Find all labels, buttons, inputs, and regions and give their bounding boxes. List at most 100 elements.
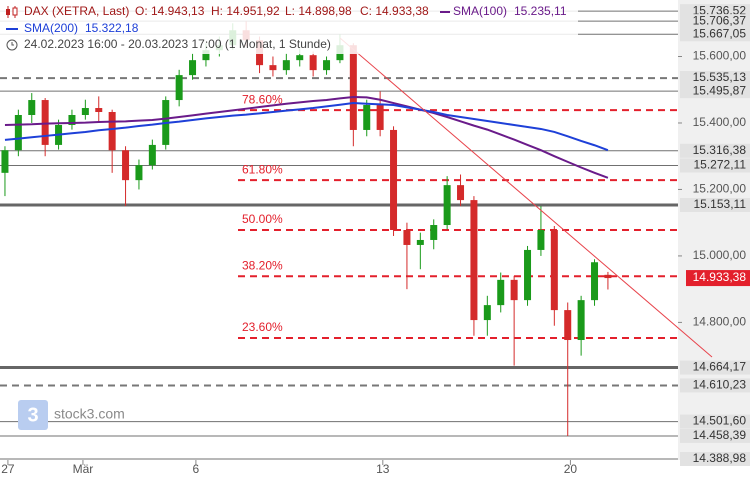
- y-tick-label: 15.000,00: [693, 248, 747, 262]
- level-tag: [680, 452, 750, 467]
- candle-body: [591, 262, 599, 301]
- candle-body: [349, 45, 357, 130]
- x-tick-label: Mär: [73, 462, 94, 476]
- level-tag: [680, 158, 750, 173]
- level-label: 15.272,11: [694, 158, 747, 172]
- candle-body: [68, 115, 76, 125]
- candle-body: [108, 112, 116, 151]
- period: 24.02.2023 16:00 - 20.03.2023 17:00 (1 M…: [24, 37, 331, 51]
- watermark-icon: [18, 400, 48, 430]
- level-tag: [680, 198, 750, 213]
- level-label: 14.388,98: [693, 451, 747, 465]
- fib-label: 78.60%: [242, 92, 283, 106]
- candle-body: [309, 55, 317, 71]
- clock-icon: [11, 42, 14, 46]
- last-price-label: 14.933,38: [693, 270, 747, 284]
- candle-body: [376, 105, 384, 130]
- candle-body: [202, 50, 210, 61]
- y-tick-label: 15.600,00: [693, 49, 747, 63]
- candle-body: [323, 60, 331, 71]
- candle-body: [403, 230, 411, 245]
- candle-body: [148, 144, 156, 166]
- candle-body: [296, 55, 304, 61]
- level-label: 15.706,37: [693, 13, 747, 27]
- level-tag: [680, 428, 750, 443]
- level-tag: [680, 27, 750, 42]
- level-tag: [680, 378, 750, 393]
- level-label: 14.501,60: [693, 414, 747, 428]
- candle-body: [537, 230, 545, 250]
- candle-body: [510, 279, 518, 301]
- candle-body: [81, 108, 89, 115]
- x-tick-label: 27: [1, 462, 15, 476]
- candle-body: [470, 200, 478, 321]
- x-tick-label: 13: [376, 462, 390, 476]
- candle-body: [483, 305, 491, 321]
- fib-label: 50.00%: [242, 212, 283, 226]
- candle-body: [457, 185, 465, 201]
- candle-body: [443, 185, 451, 226]
- header: DAX (XETRA, Last) O: 14.943,13 H: 14.951…: [0, 2, 578, 54]
- candle-body: [430, 225, 438, 240]
- candle-body: [497, 279, 505, 306]
- legend-value: 15.322,18: [85, 21, 139, 35]
- candle-body: [95, 108, 103, 113]
- fib-label: 61.80%: [242, 162, 283, 176]
- header-bg: [0, 2, 578, 54]
- candle-body: [189, 60, 197, 76]
- level-tag: [680, 143, 750, 158]
- legend-label: SMA(200): [24, 21, 78, 35]
- level-label: 14.664,17: [693, 360, 747, 374]
- y-tick-label: 15.400,00: [693, 115, 747, 129]
- ohlc-label: L: 14.898,98: [285, 4, 352, 18]
- candle-body: [282, 60, 290, 71]
- level-tag: [680, 414, 750, 429]
- candle-body: [390, 129, 398, 230]
- candle-body: [14, 115, 22, 151]
- level-tag: [680, 71, 750, 86]
- level-tag: [680, 84, 750, 99]
- sma-line: [4, 102, 609, 152]
- fib-label: 23.60%: [242, 320, 283, 334]
- watermark-icon-text: 3: [27, 404, 38, 426]
- level-label: 15.316,38: [693, 143, 747, 157]
- plot-area: 78.60% 61.80% 50.00% 38.20% 23.60%: [0, 10, 678, 460]
- ohlc-label: H: 14.951,92: [211, 4, 280, 18]
- candle-body: [1, 150, 9, 173]
- icon: [6, 9, 10, 15]
- level-tag: [680, 360, 750, 375]
- candle-body: [564, 310, 572, 341]
- x-tick-label: 6: [193, 462, 200, 476]
- legend-label: SMA(100): [453, 4, 507, 18]
- icon: [12, 7, 18, 16]
- candle-body: [416, 239, 424, 245]
- level-label: 14.610,23: [693, 378, 747, 392]
- watermark-text: stock3.com: [54, 406, 125, 422]
- candle-body: [550, 230, 558, 311]
- trend-line: [339, 37, 713, 358]
- level-label: 14.458,39: [693, 428, 747, 442]
- watermark: 3 stock3.com: [18, 400, 125, 430]
- level-label: 15.535,13: [693, 70, 747, 84]
- candle-body: [41, 100, 49, 145]
- level-label: 15.667,05: [693, 26, 747, 40]
- level-label: 15.153,11: [694, 197, 747, 211]
- last-price-tag: [686, 270, 750, 287]
- sma-line: [4, 96, 609, 179]
- chart-title: DAX (XETRA, Last): [24, 4, 129, 18]
- candle-body: [269, 65, 277, 71]
- candle-body: [122, 150, 130, 181]
- y-tick-label: 15.200,00: [693, 182, 747, 196]
- candle-body: [577, 300, 585, 341]
- ohlc-label: O: 14.943,13: [135, 4, 205, 18]
- clock-icon: [6, 39, 18, 51]
- fib-label: 38.20%: [242, 258, 283, 272]
- ohlc-label: C: 14.933,38: [360, 4, 429, 18]
- candle-body: [28, 100, 36, 115]
- x-tick-label: 20: [564, 462, 578, 476]
- axis-labels: 15.600,00 15.400,00 15.200,00 15.000,00 14.8…: [1, 3, 750, 476]
- legend-value: 15.235,11: [514, 4, 567, 18]
